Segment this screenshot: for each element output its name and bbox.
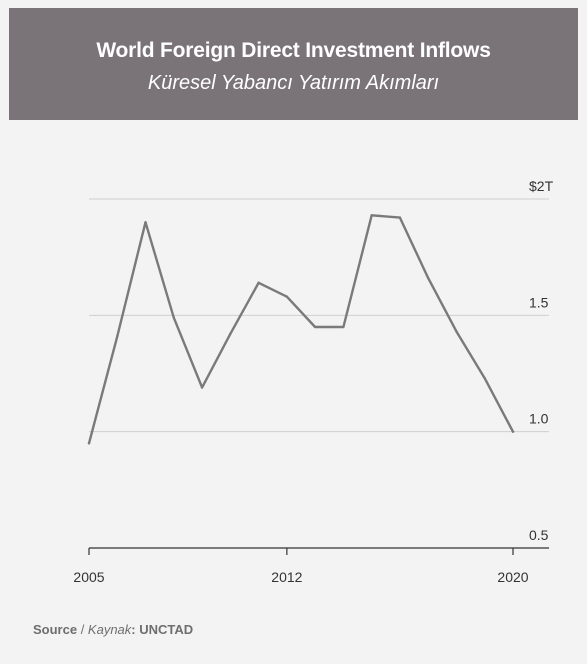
series-line <box>87 214 515 445</box>
x-tick-label: 2012 <box>271 569 302 585</box>
data-point <box>342 325 345 329</box>
data-point <box>87 442 91 445</box>
data-point <box>427 276 430 280</box>
x-axis: 2005 2012 2020 <box>73 547 549 585</box>
data-point <box>313 325 317 329</box>
source-colon: : <box>131 622 140 637</box>
data-point <box>257 281 260 284</box>
data-point <box>455 330 458 333</box>
chart-header: World Foreign Direct Investment Inflows … <box>9 8 578 120</box>
x-tick-label: 2020 <box>497 569 528 585</box>
data-point <box>116 335 119 338</box>
source-value: UNCTAD <box>139 622 194 637</box>
y-tick-label: $2T <box>529 178 554 194</box>
source-label-alt: Kaynak <box>87 622 132 637</box>
y-tick-label: 1.5 <box>529 294 549 310</box>
source-note: Source / Kaynak: UNCTAD <box>33 622 193 637</box>
source-label: Source <box>33 622 78 637</box>
chart-subtitle: Küresel Yabancı Yatırım Akımları <box>147 72 440 94</box>
data-point <box>483 376 486 380</box>
data-point <box>398 216 402 219</box>
data-point <box>144 221 147 224</box>
data-point <box>200 386 204 389</box>
data-point <box>285 295 289 298</box>
gridlines <box>89 198 549 433</box>
data-point <box>229 332 232 336</box>
series <box>87 214 515 445</box>
x-tick-label: 2005 <box>73 569 104 585</box>
data-point <box>511 430 515 433</box>
y-tick-label: 0.5 <box>529 527 549 543</box>
y-tick-labels: $2T 1.5 1.0 0.5 <box>529 178 554 543</box>
data-point <box>370 214 373 217</box>
chart-title: World Foreign Direct Investment Inflows <box>96 39 491 62</box>
y-tick-label: 1.0 <box>529 411 549 427</box>
data-point <box>172 316 175 319</box>
source-separator: / <box>77 622 88 637</box>
